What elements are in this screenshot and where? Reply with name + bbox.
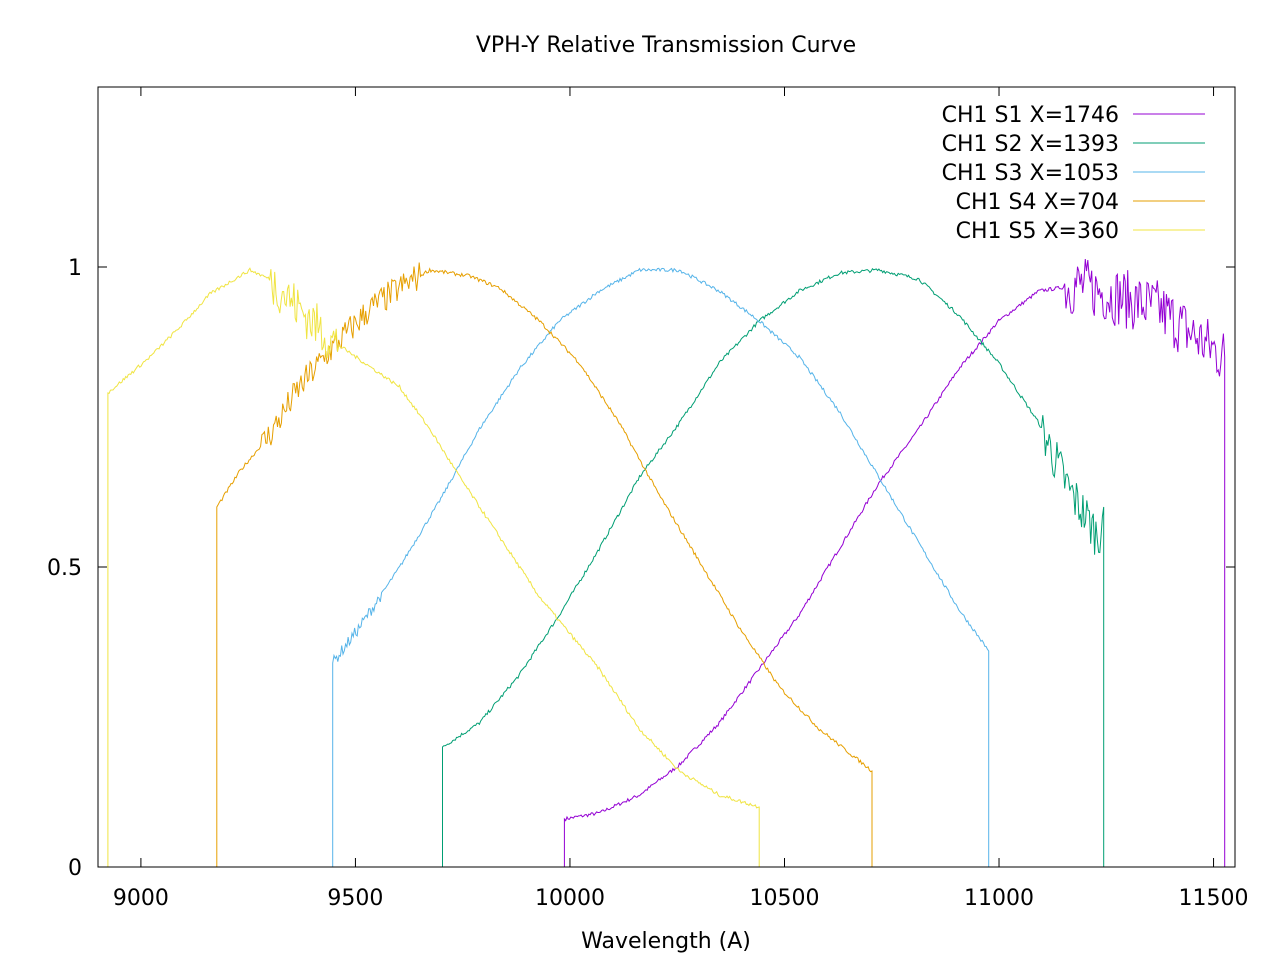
y-tick-label: 0 (68, 856, 82, 881)
x-axis-label: Wavelength (A) (581, 929, 751, 954)
series-line-1 (563, 258, 1226, 867)
series-line-2 (442, 268, 1105, 867)
plot-frame (97, 86, 1236, 868)
series-line-5 (107, 267, 760, 867)
legend-label: CH1 S1 X=1746 (942, 103, 1119, 128)
series-layer (107, 258, 1226, 867)
legend-label: CH1 S5 X=360 (956, 219, 1119, 244)
x-tick-label: 9000 (113, 886, 169, 911)
y-tick-label: 1 (68, 256, 82, 281)
x-tick-label: 11500 (1179, 886, 1249, 911)
chart-title: VPH-Y Relative Transmission Curve (476, 33, 856, 58)
y-tick-label: 0.5 (47, 556, 82, 581)
x-tick-label: 11000 (964, 886, 1034, 911)
legend: CH1 S1 X=1746 CH1 S2 X=1393 CH1 S3 X=1053 C… (942, 103, 1205, 244)
series-line-3 (332, 267, 990, 867)
x-tick-label: 10500 (749, 886, 819, 911)
legend-label: CH1 S2 X=1393 (942, 132, 1119, 157)
legend-label: CH1 S4 X=704 (956, 190, 1119, 215)
x-tick-label: 9500 (327, 886, 383, 911)
series-line-4 (216, 262, 873, 867)
axis-ticks: 9000 9500 10000 10500 11000 11500 0 0.5 1 (47, 87, 1249, 911)
x-tick-label: 10000 (535, 886, 605, 911)
legend-label: CH1 S3 X=1053 (942, 161, 1119, 186)
